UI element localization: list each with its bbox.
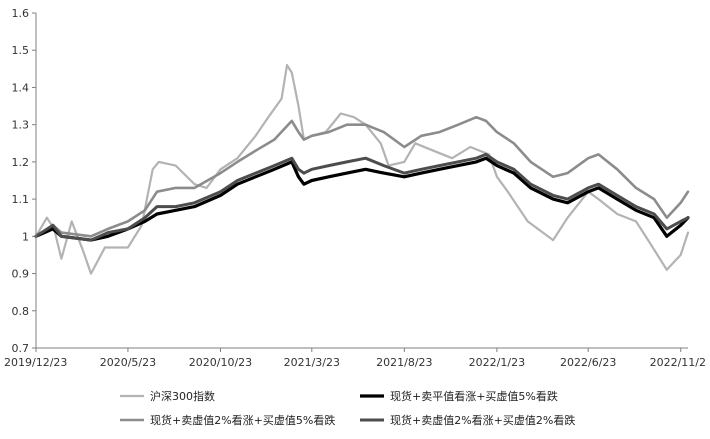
y-tick-label: 1.6 (12, 7, 30, 20)
series-line-4 (34, 152, 690, 242)
x-tick-label: 2019/12/23 (4, 356, 67, 369)
x-tick-label: 2022/1/23 (469, 356, 525, 369)
legend-label-3: 现货+卖虚值2%看涨+买虚值5%看跌 (150, 413, 335, 427)
x-tick-label: 2021/3/23 (284, 356, 340, 369)
x-tick-label: 2020/5/23 (100, 356, 156, 369)
y-axis-ticks: 0.7 0.8 0.9 1 1.1 1.2 1.3 1.4 1.5 1.6 (12, 7, 36, 355)
y-tick-label: 0.8 (12, 305, 30, 318)
y-tick-label: 1.1 (12, 193, 30, 206)
y-tick-label: 1.4 (12, 81, 30, 94)
legend: 沪深300指数 现货+卖平值看涨+买虚值5%看跌现货+卖虚值2%看涨+买虚值5%看… (120, 389, 575, 427)
x-tick-label: 2022/11/2 (650, 356, 706, 369)
series-line-2 (34, 156, 690, 242)
x-tick-label: 2022/6/23 (560, 356, 616, 369)
legend-label-1: 沪深300指数 (150, 389, 215, 403)
y-tick-label: 1.5 (12, 44, 30, 57)
y-tick-label: 0.7 (12, 342, 30, 355)
series-line-3 (34, 115, 690, 238)
x-axis-ticks: 2019/12/23 2020/5/23 2020/10/23 2021/3/23 20… (4, 348, 706, 369)
series-layer (34, 63, 690, 275)
legend-label-2: 现货+卖平值看涨+买虚值5%看跌 (390, 389, 558, 403)
x-tick-label: 2021/8/23 (376, 356, 432, 369)
y-tick-label: 0.9 (12, 268, 30, 281)
x-tick-label: 2020/10/23 (189, 356, 252, 369)
y-tick-label: 1.3 (12, 119, 30, 132)
y-tick-label: 1 (22, 230, 29, 243)
legend-label-4: 现货+卖虚值2%看涨+买虚值2%看跌 (390, 413, 575, 427)
y-tick-label: 1.2 (12, 156, 30, 169)
